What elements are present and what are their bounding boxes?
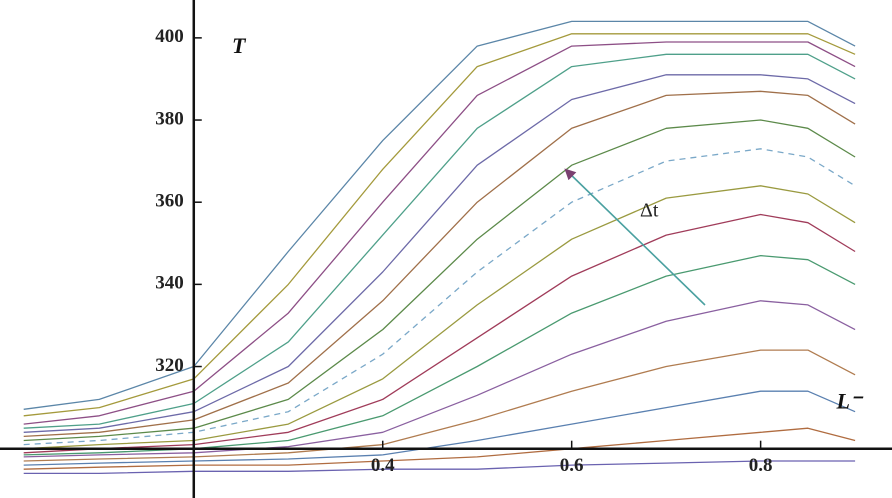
curve	[23, 33, 856, 417]
y-tick-label: 340	[155, 273, 184, 294]
curve	[23, 74, 856, 433]
time-arrow	[564, 168, 706, 306]
y-tick-label: 360	[155, 191, 184, 212]
y-tick-label: 320	[155, 355, 184, 376]
curve	[23, 53, 856, 429]
curve	[23, 119, 856, 442]
curve	[23, 427, 856, 470]
curve	[23, 390, 856, 466]
y-tick-label: 380	[155, 108, 184, 129]
curve	[23, 41, 856, 425]
y-axis-label: T	[232, 33, 247, 58]
curve	[23, 213, 856, 454]
y-tick-label: 400	[155, 26, 184, 47]
annotation: Δt	[640, 200, 659, 222]
curve	[23, 185, 856, 450]
curve	[23, 300, 856, 458]
curve	[23, 20, 856, 410]
x-tick-label: 0.8	[749, 455, 773, 476]
curve	[23, 90, 856, 438]
curve	[23, 460, 856, 475]
curve	[23, 148, 856, 446]
curve	[23, 349, 856, 462]
x-tick-label: 0.6	[560, 455, 584, 476]
x-axis-label: L⁻	[835, 389, 863, 414]
x-tick-label: 0.4	[371, 455, 395, 476]
curve	[23, 254, 856, 456]
